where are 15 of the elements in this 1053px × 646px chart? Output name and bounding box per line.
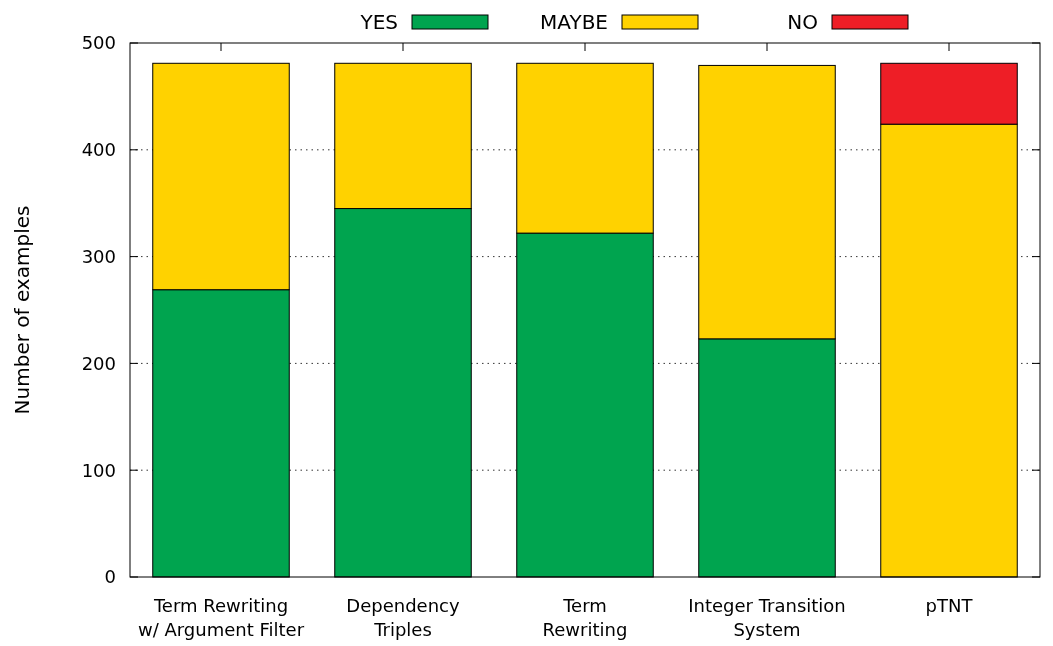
- y-tick-label: 400: [81, 139, 116, 161]
- y-axis-title: Number of examples: [10, 205, 34, 415]
- y-tick-label: 500: [81, 32, 116, 54]
- legend-label: YES: [359, 10, 398, 34]
- x-tick-label: Integer Transition System: [688, 595, 846, 640]
- y-tick-label: 0: [104, 566, 116, 588]
- x-tick-label: Term Rewriting: [542, 595, 628, 640]
- y-tick-label: 300: [81, 245, 116, 267]
- y-tick-label: 100: [81, 459, 116, 481]
- x-tick-label: pTNT: [925, 595, 974, 616]
- legend-label: MAYBE: [540, 10, 608, 34]
- x-tick-label: Term Rewriting w/ Argument Filter: [137, 595, 305, 640]
- legend-label: NO: [787, 10, 818, 34]
- y-tick-label: 200: [81, 352, 116, 374]
- x-tick-label: Dependency Triples: [346, 595, 460, 640]
